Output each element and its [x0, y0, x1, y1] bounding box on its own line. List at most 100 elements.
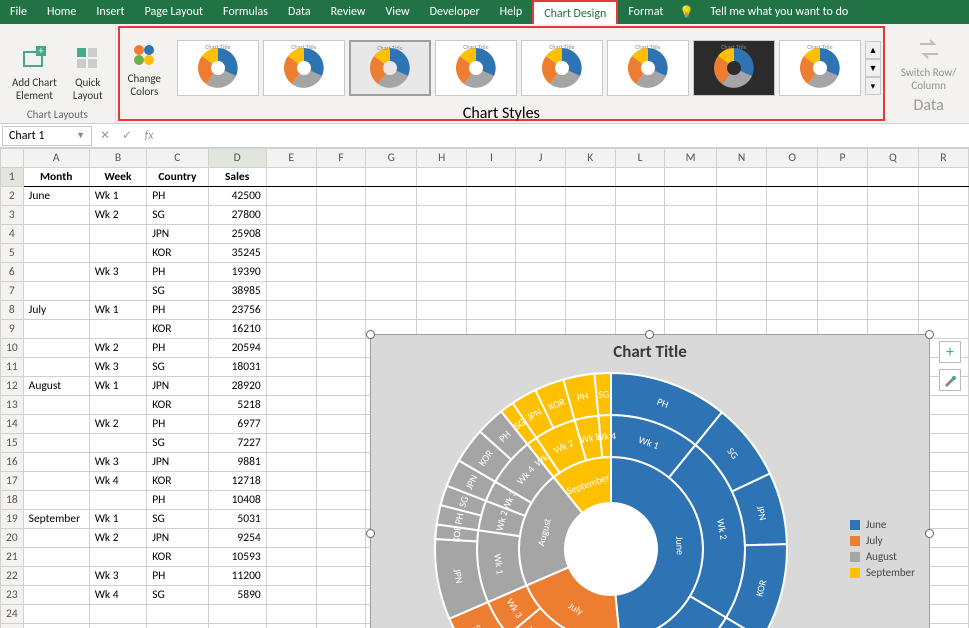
- chart-object[interactable]: Chart Title JuneJulyAugustSeptemberWk 1W…: [370, 334, 930, 628]
- header-cell[interactable]: Month: [23, 168, 89, 187]
- cell[interactable]: [665, 206, 716, 225]
- cell[interactable]: 19390: [208, 263, 266, 282]
- cell[interactable]: [266, 263, 316, 282]
- cell[interactable]: [89, 548, 146, 567]
- cell[interactable]: Wk 1: [89, 510, 146, 529]
- cell[interactable]: [316, 339, 366, 358]
- row-header[interactable]: 20: [1, 529, 24, 548]
- header-cell[interactable]: Sales: [208, 168, 266, 187]
- row-header[interactable]: 15: [1, 434, 24, 453]
- cell[interactable]: [266, 396, 316, 415]
- cell[interactable]: [716, 206, 767, 225]
- cell[interactable]: KOR: [147, 396, 208, 415]
- column-header[interactable]: C: [147, 149, 208, 168]
- tab-view[interactable]: View: [376, 0, 420, 24]
- cell[interactable]: Wk 2: [89, 529, 146, 548]
- row-header[interactable]: 12: [1, 377, 24, 396]
- cell[interactable]: [665, 225, 716, 244]
- header-cell[interactable]: [716, 168, 767, 187]
- cell[interactable]: SG: [147, 586, 208, 605]
- row-header[interactable]: 2: [1, 187, 24, 206]
- chart-legend[interactable]: JuneJulyAugustSeptember: [850, 515, 915, 582]
- cell[interactable]: [467, 187, 516, 206]
- cell[interactable]: [716, 263, 767, 282]
- cell[interactable]: 16210: [208, 320, 266, 339]
- cell[interactable]: [918, 225, 968, 244]
- resize-handle[interactable]: [925, 330, 934, 339]
- cell[interactable]: [918, 244, 968, 263]
- cell[interactable]: [89, 282, 146, 301]
- cell[interactable]: [817, 263, 867, 282]
- column-header[interactable]: A: [23, 149, 89, 168]
- column-header[interactable]: I: [467, 149, 516, 168]
- cell[interactable]: [23, 472, 89, 491]
- tab-page-layout[interactable]: Page Layout: [135, 0, 213, 24]
- cell[interactable]: [316, 187, 366, 206]
- gallery-more[interactable]: ▾: [865, 77, 881, 95]
- cell[interactable]: KOR: [147, 244, 208, 263]
- cell[interactable]: [817, 225, 867, 244]
- cell[interactable]: [316, 548, 366, 567]
- cell[interactable]: [918, 206, 968, 225]
- cell[interactable]: [316, 282, 366, 301]
- column-header[interactable]: L: [615, 149, 665, 168]
- cell[interactable]: [366, 187, 417, 206]
- row-header[interactable]: 10: [1, 339, 24, 358]
- chart-style-thumb[interactable]: Chart Title: [263, 40, 345, 96]
- cell[interactable]: [266, 453, 316, 472]
- cell[interactable]: [615, 206, 665, 225]
- cell[interactable]: [316, 453, 366, 472]
- cell[interactable]: [615, 187, 665, 206]
- cell[interactable]: [565, 263, 615, 282]
- cell[interactable]: [767, 244, 818, 263]
- cell[interactable]: [23, 320, 89, 339]
- cell[interactable]: [615, 225, 665, 244]
- cell[interactable]: [316, 510, 366, 529]
- cell[interactable]: [89, 396, 146, 415]
- cell[interactable]: PH: [147, 187, 208, 206]
- cell[interactable]: [89, 434, 146, 453]
- cell[interactable]: [208, 624, 266, 628]
- cell[interactable]: Wk 4: [89, 586, 146, 605]
- row-header[interactable]: 21: [1, 548, 24, 567]
- cell[interactable]: [416, 206, 466, 225]
- cell[interactable]: [665, 263, 716, 282]
- cell[interactable]: [23, 244, 89, 263]
- cell[interactable]: [868, 206, 919, 225]
- cell[interactable]: PH: [147, 339, 208, 358]
- cell[interactable]: [565, 225, 615, 244]
- cell[interactable]: [716, 225, 767, 244]
- cell[interactable]: SG: [147, 434, 208, 453]
- cell[interactable]: JPN: [147, 225, 208, 244]
- header-cell[interactable]: [266, 168, 316, 187]
- column-header[interactable]: R: [918, 149, 968, 168]
- cell[interactable]: [266, 187, 316, 206]
- cell[interactable]: [366, 225, 417, 244]
- cell[interactable]: [416, 282, 466, 301]
- cell[interactable]: [23, 339, 89, 358]
- name-box[interactable]: Chart 1▼: [2, 126, 92, 146]
- cell[interactable]: [23, 225, 89, 244]
- cell[interactable]: [817, 244, 867, 263]
- cell[interactable]: [516, 206, 565, 225]
- cell[interactable]: [918, 301, 968, 320]
- cell[interactable]: Wk 2: [89, 339, 146, 358]
- row-header[interactable]: 6: [1, 263, 24, 282]
- cell[interactable]: [89, 320, 146, 339]
- tab-developer[interactable]: Developer: [420, 0, 490, 24]
- row-header[interactable]: 16: [1, 453, 24, 472]
- cell[interactable]: JPN: [147, 453, 208, 472]
- cell[interactable]: [23, 605, 89, 624]
- chart-style-thumb[interactable]: Chart Title: [779, 40, 861, 96]
- cell[interactable]: [316, 434, 366, 453]
- column-header[interactable]: H: [416, 149, 466, 168]
- cell[interactable]: [316, 472, 366, 491]
- tab-data[interactable]: Data: [278, 0, 321, 24]
- cell[interactable]: [23, 396, 89, 415]
- header-cell[interactable]: [615, 168, 665, 187]
- tab-formulas[interactable]: Formulas: [213, 0, 278, 24]
- cell[interactable]: PH: [147, 491, 208, 510]
- cell[interactable]: [266, 415, 316, 434]
- cell[interactable]: [868, 263, 919, 282]
- row-header[interactable]: 5: [1, 244, 24, 263]
